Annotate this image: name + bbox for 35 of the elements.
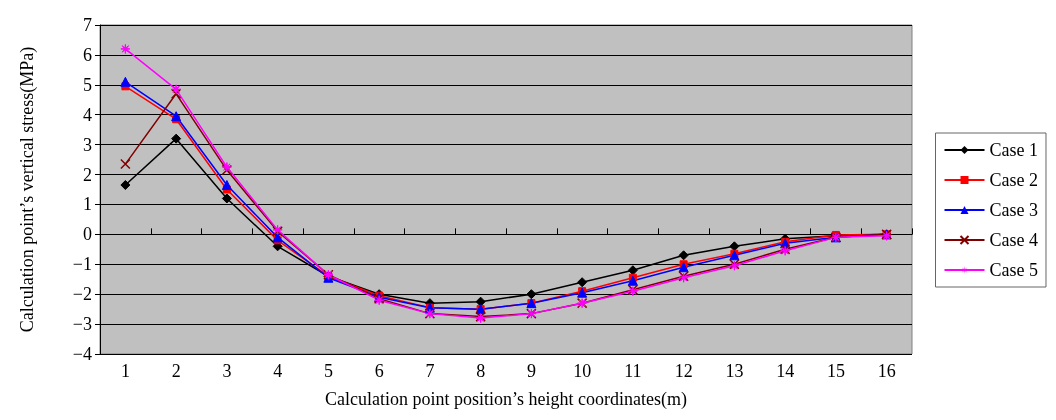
y-tick-label: −3: [72, 314, 92, 335]
y-tick-label: 1: [83, 194, 92, 215]
x-tick-label: 14: [776, 361, 795, 381]
y-tick-label: 7: [83, 15, 92, 35]
x-tick-label: 15: [826, 361, 845, 381]
y-tick-label: 6: [83, 44, 92, 65]
x-tick-label: 11: [624, 361, 642, 381]
y-axis-title: Calculation point’s vertical stress(MPa): [17, 46, 38, 333]
x-tick-label: 13: [725, 361, 744, 381]
y-tick-label: 5: [83, 74, 92, 95]
legend-label: Case 4: [989, 230, 1039, 250]
x-tick-label: 6: [374, 361, 384, 381]
y-tick-label: 2: [83, 164, 92, 185]
y-tick-label: 0: [83, 224, 92, 245]
x-tick-label: 3: [222, 361, 232, 381]
legend-label: Case 2: [989, 170, 1039, 190]
x-tick-label: 12: [674, 361, 693, 381]
x-tick-label: 8: [476, 361, 486, 381]
x-tick-label: 10: [573, 361, 592, 381]
y-tick-label: −2: [72, 284, 92, 305]
x-tick-label: 4: [273, 361, 283, 381]
legend-label: Case 5: [989, 260, 1039, 280]
y-tick-label: −4: [72, 344, 92, 364]
y-tick-label: 3: [83, 134, 92, 155]
y-tick-label: −1: [72, 254, 92, 275]
x-tick-label: 2: [171, 361, 181, 381]
y-tick-label: 4: [83, 104, 92, 125]
legend-label: Case 1: [989, 140, 1039, 160]
x-tick-label: 16: [877, 361, 896, 381]
x-tick-label: 7: [425, 361, 435, 381]
x-axis-title: Calculation point position’s height coordinates(m): [325, 389, 687, 410]
x-tick-label: 1: [120, 361, 130, 381]
x-tick-label: 9: [526, 361, 536, 381]
x-tick-label: 5: [323, 361, 333, 381]
legend-label: Case 3: [989, 200, 1039, 220]
